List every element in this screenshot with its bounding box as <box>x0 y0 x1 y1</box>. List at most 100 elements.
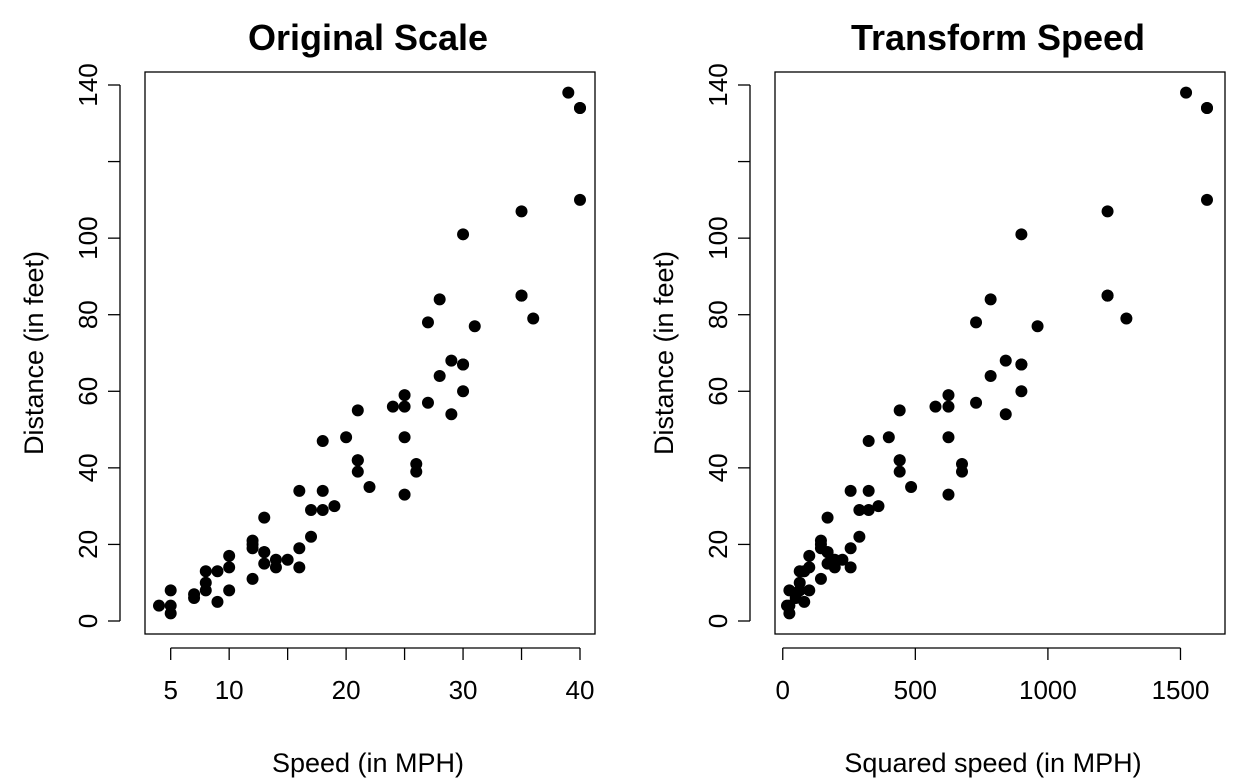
data-point <box>445 354 458 367</box>
data-point <box>999 354 1012 367</box>
x-tick-label: 5 <box>163 675 177 705</box>
data-point <box>515 289 528 302</box>
data-point <box>814 534 827 547</box>
data-point <box>862 435 875 448</box>
data-point <box>1031 320 1044 333</box>
y-tick-label: 140 <box>703 63 733 106</box>
y-tick-label: 100 <box>703 216 733 259</box>
data-point <box>562 86 575 99</box>
data-point <box>844 484 857 497</box>
data-point <box>328 500 341 513</box>
data-point <box>164 584 177 597</box>
data-point <box>457 228 470 241</box>
data-point <box>984 293 997 306</box>
data-point <box>433 293 446 306</box>
y-tick-label: 140 <box>73 63 103 106</box>
data-point <box>223 549 236 562</box>
data-point <box>164 599 177 612</box>
data-point <box>893 454 906 467</box>
y-tick-label: 20 <box>703 530 733 559</box>
data-point <box>246 572 259 585</box>
data-point <box>942 488 955 501</box>
data-point <box>1015 358 1028 371</box>
data-point <box>305 530 318 543</box>
scatter-points <box>781 86 1213 620</box>
data-point <box>211 565 224 578</box>
data-point <box>258 511 271 524</box>
data-point <box>1201 101 1213 114</box>
data-point <box>305 503 318 516</box>
data-point <box>984 369 997 382</box>
data-point <box>199 565 212 578</box>
data-point <box>351 454 364 467</box>
data-point <box>153 599 165 612</box>
data-point <box>421 316 434 329</box>
data-point <box>862 484 875 497</box>
data-point <box>386 400 399 413</box>
data-point <box>398 431 411 444</box>
data-point <box>862 503 875 516</box>
data-point <box>363 481 376 493</box>
data-point <box>956 458 968 471</box>
data-point <box>793 576 806 589</box>
data-point <box>246 534 259 547</box>
data-point <box>457 358 470 371</box>
data-point <box>293 542 306 555</box>
data-point <box>942 389 955 402</box>
data-point <box>515 205 528 218</box>
data-point <box>905 481 918 493</box>
x-axis: 0 500 1000 1500 <box>776 647 1209 705</box>
data-point <box>398 488 411 501</box>
y-tick-label: 60 <box>703 377 733 406</box>
data-point <box>803 584 816 597</box>
data-point <box>821 511 834 524</box>
plot-frame <box>144 71 596 635</box>
data-point <box>942 400 955 413</box>
data-point <box>942 431 955 444</box>
data-point <box>844 542 857 555</box>
y-tick-label: 80 <box>73 300 103 329</box>
scatter-points <box>153 86 586 620</box>
data-point <box>893 465 906 478</box>
y-tick-label: 80 <box>703 300 733 329</box>
data-point <box>468 320 481 333</box>
data-point <box>882 431 895 444</box>
data-point <box>293 561 306 574</box>
data-point <box>872 500 885 513</box>
y-tick-label: 60 <box>73 377 103 406</box>
data-point <box>398 389 411 402</box>
data-point <box>293 484 306 497</box>
data-point <box>351 465 364 478</box>
data-point <box>188 588 201 601</box>
x-tick-label: 10 <box>215 675 244 705</box>
data-point <box>836 553 849 566</box>
data-point <box>258 546 271 559</box>
x-axis-label: Squared speed (in MPH) <box>844 748 1141 778</box>
x-tick-label: 40 <box>566 675 595 705</box>
data-point <box>798 595 811 608</box>
data-point <box>527 312 540 325</box>
data-point <box>223 584 236 597</box>
y-tick-label: 40 <box>703 453 733 482</box>
data-point <box>803 549 816 562</box>
y-axis: 0 20 40 60 80 100 140 <box>703 63 751 628</box>
data-point <box>258 557 271 570</box>
data-point <box>316 503 329 516</box>
data-point <box>574 101 586 114</box>
data-point <box>340 431 353 444</box>
chart-title: Original Scale <box>248 17 488 58</box>
data-point <box>1101 289 1114 302</box>
y-axis: 0 20 40 60 80 100 140 <box>73 63 121 628</box>
data-point <box>457 385 470 398</box>
y-tick-label: 40 <box>73 453 103 482</box>
data-point <box>893 404 906 417</box>
data-point <box>433 369 446 382</box>
y-tick-label: 0 <box>73 614 103 628</box>
y-axis-label: Distance (in feet) <box>649 251 679 455</box>
y-tick-label: 100 <box>73 216 103 259</box>
data-point <box>970 316 983 329</box>
data-point <box>351 404 364 417</box>
x-axis-label: Speed (in MPH) <box>272 748 464 778</box>
panel-transform-speed: Transform Speed 0 500 1000 1500 0 20 40 60 80 10… <box>649 17 1226 778</box>
